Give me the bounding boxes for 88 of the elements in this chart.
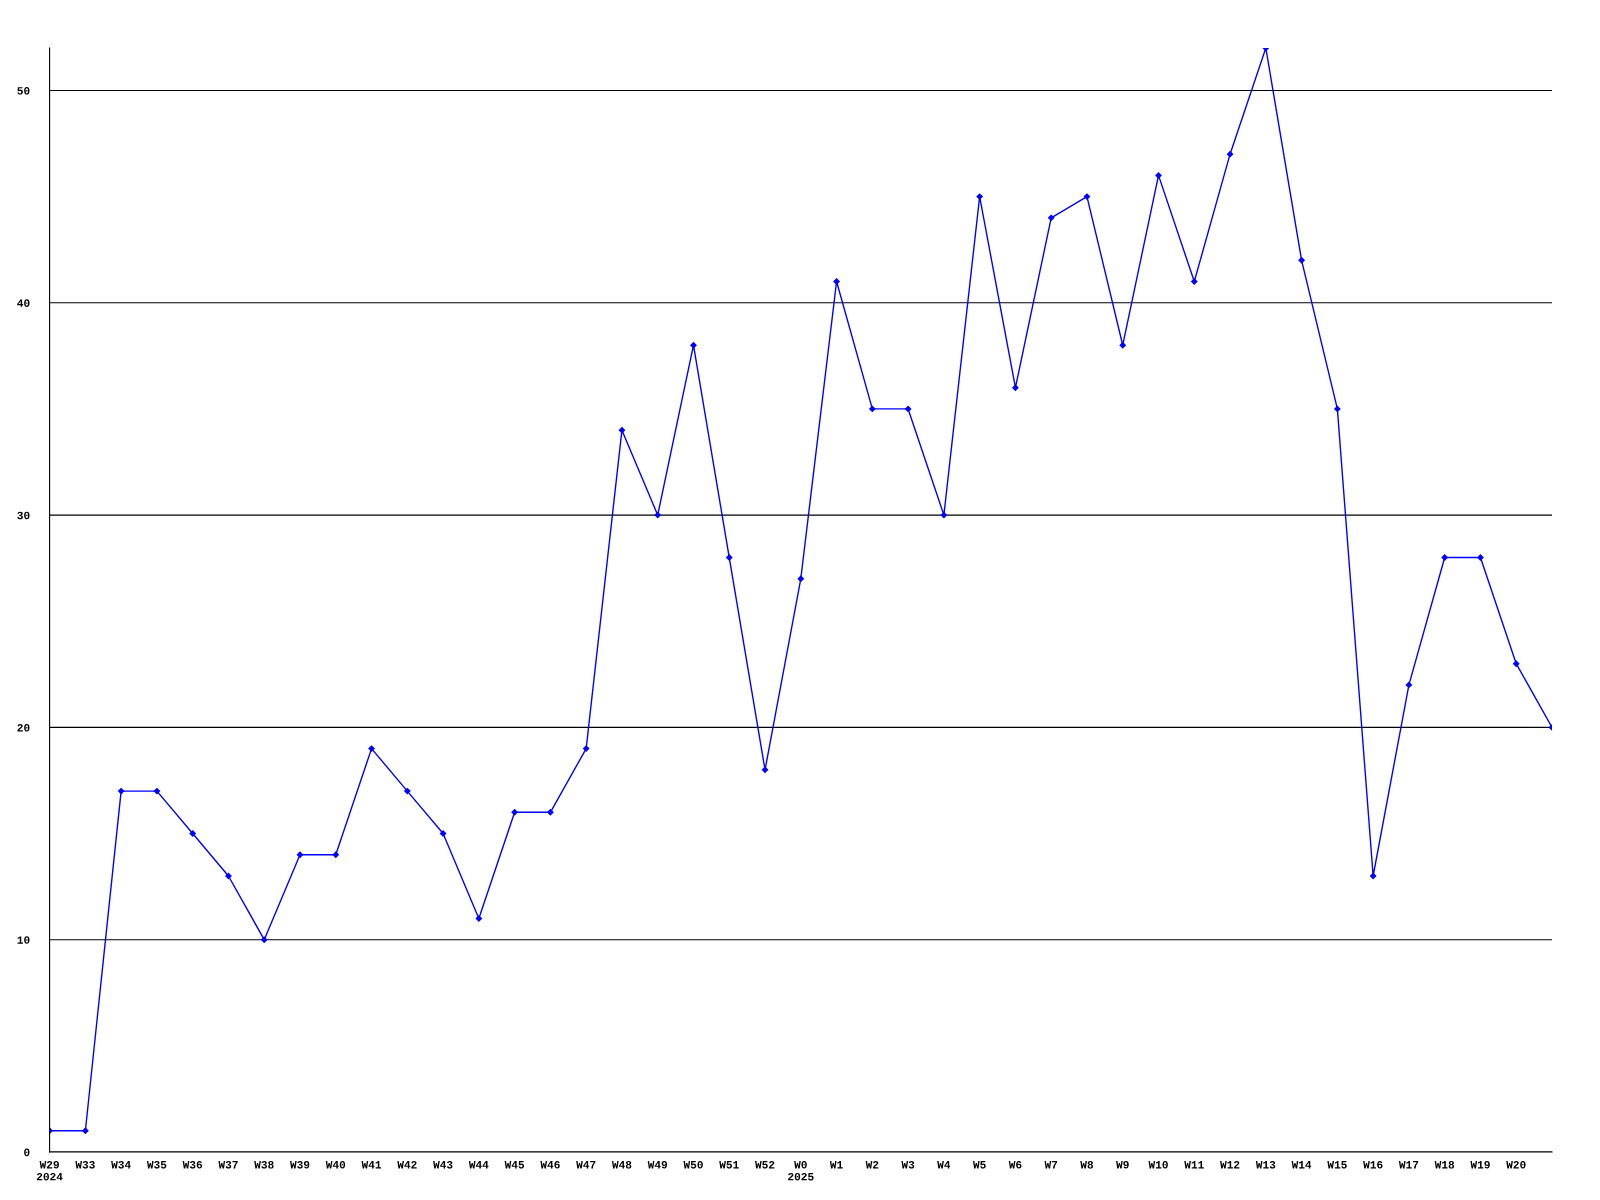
x-tick-label: W19 — [1470, 1160, 1490, 1169]
x-tick-label: W15 — [1327, 1161, 1347, 1169]
x-tick-label: W45 — [504, 1161, 525, 1169]
x-tick-label: W16 — [1363, 1160, 1383, 1169]
point — [1048, 214, 1055, 221]
point — [1012, 384, 1019, 391]
point — [261, 936, 268, 943]
x-tick-label: W20 — [1506, 1160, 1526, 1169]
y-tick-label: 20 — [17, 723, 30, 732]
x-tick-label: W9 — [1116, 1160, 1129, 1169]
point — [189, 830, 196, 837]
point — [618, 427, 626, 434]
x-tick-label: W48 — [611, 1160, 632, 1169]
point — [940, 511, 948, 519]
point — [1477, 554, 1484, 561]
point — [1441, 554, 1448, 561]
point — [1155, 172, 1162, 179]
x-tick-label: W38 — [254, 1160, 274, 1169]
x-tick-label: W8 — [1080, 1160, 1094, 1169]
point — [797, 575, 804, 582]
x-tick-label: W0 2025 — [788, 1160, 814, 1181]
x-tick-label: W43 — [433, 1160, 453, 1169]
y-tick-label: 50 — [17, 87, 30, 95]
y-tick-label: 0 — [24, 1148, 30, 1157]
x-tick-label: W7 — [1044, 1161, 1058, 1169]
x-tick-label: W2 — [865, 1160, 879, 1169]
x-tick-label: W5 — [972, 1161, 986, 1169]
x-tick-label: W11 — [1184, 1161, 1204, 1169]
point — [583, 745, 590, 752]
point — [1191, 278, 1198, 285]
x-tick-label: W33 — [75, 1160, 95, 1169]
x-tick-label: W47 — [576, 1161, 596, 1169]
x-tick-label: W41 — [361, 1161, 382, 1169]
x-tick-label: W44 — [468, 1161, 489, 1169]
point — [511, 809, 518, 816]
point — [904, 405, 912, 413]
point — [332, 851, 339, 858]
point — [475, 915, 483, 922]
x-tick-label: W1 — [829, 1161, 843, 1169]
point — [1369, 872, 1377, 880]
x-tick-label: W36 — [182, 1160, 203, 1169]
x-tick-label: W46 — [540, 1160, 560, 1169]
x-tick-label: W29 2024 — [36, 1160, 63, 1181]
point — [439, 830, 447, 837]
x-tick-label: W4 — [937, 1161, 951, 1169]
x-tick-label: W35 — [146, 1160, 167, 1169]
point — [1119, 342, 1126, 349]
x-tick-label: W3 — [901, 1160, 915, 1169]
point — [547, 809, 554, 816]
point — [296, 851, 304, 858]
x-tick-label: W17 — [1398, 1161, 1419, 1169]
point — [368, 745, 375, 752]
x-tick-label: W12 — [1220, 1160, 1240, 1169]
point — [869, 405, 876, 413]
point — [404, 787, 411, 795]
x-tick-label: W39 — [290, 1160, 310, 1169]
x-tick-label: W14 — [1291, 1161, 1312, 1169]
point — [1226, 151, 1234, 158]
x-tick-label: W51 — [719, 1161, 739, 1169]
y-tick-label: 30 — [17, 511, 30, 520]
point — [726, 554, 733, 561]
y-tick-label: 10 — [17, 936, 30, 944]
x-tick-label: W34 — [111, 1160, 131, 1169]
x-tick-label: W40 — [325, 1160, 346, 1169]
x-tick-label: W18 — [1434, 1160, 1455, 1169]
point — [833, 278, 840, 285]
x-tick-label: W6 — [1008, 1160, 1022, 1169]
x-tick-label: W49 — [647, 1160, 668, 1169]
point — [1405, 681, 1413, 689]
point — [654, 511, 661, 519]
x-tick-label: W52 — [755, 1160, 775, 1169]
y-tick-label: 40 — [17, 299, 30, 307]
point — [976, 193, 983, 200]
point — [690, 342, 697, 349]
x-tick-label: W37 — [218, 1160, 238, 1169]
x-tick-label: W42 — [397, 1160, 417, 1169]
point — [1334, 405, 1341, 413]
x-tick-label: W50 — [683, 1160, 703, 1169]
point — [1513, 660, 1520, 667]
x-tick-label: W13 — [1255, 1160, 1276, 1169]
point — [1083, 193, 1091, 200]
point — [1298, 257, 1305, 264]
point — [225, 872, 232, 880]
point — [153, 787, 161, 795]
point — [761, 766, 769, 773]
point — [117, 787, 125, 795]
x-tick-label: W10 — [1148, 1160, 1168, 1169]
point — [82, 1127, 89, 1134]
